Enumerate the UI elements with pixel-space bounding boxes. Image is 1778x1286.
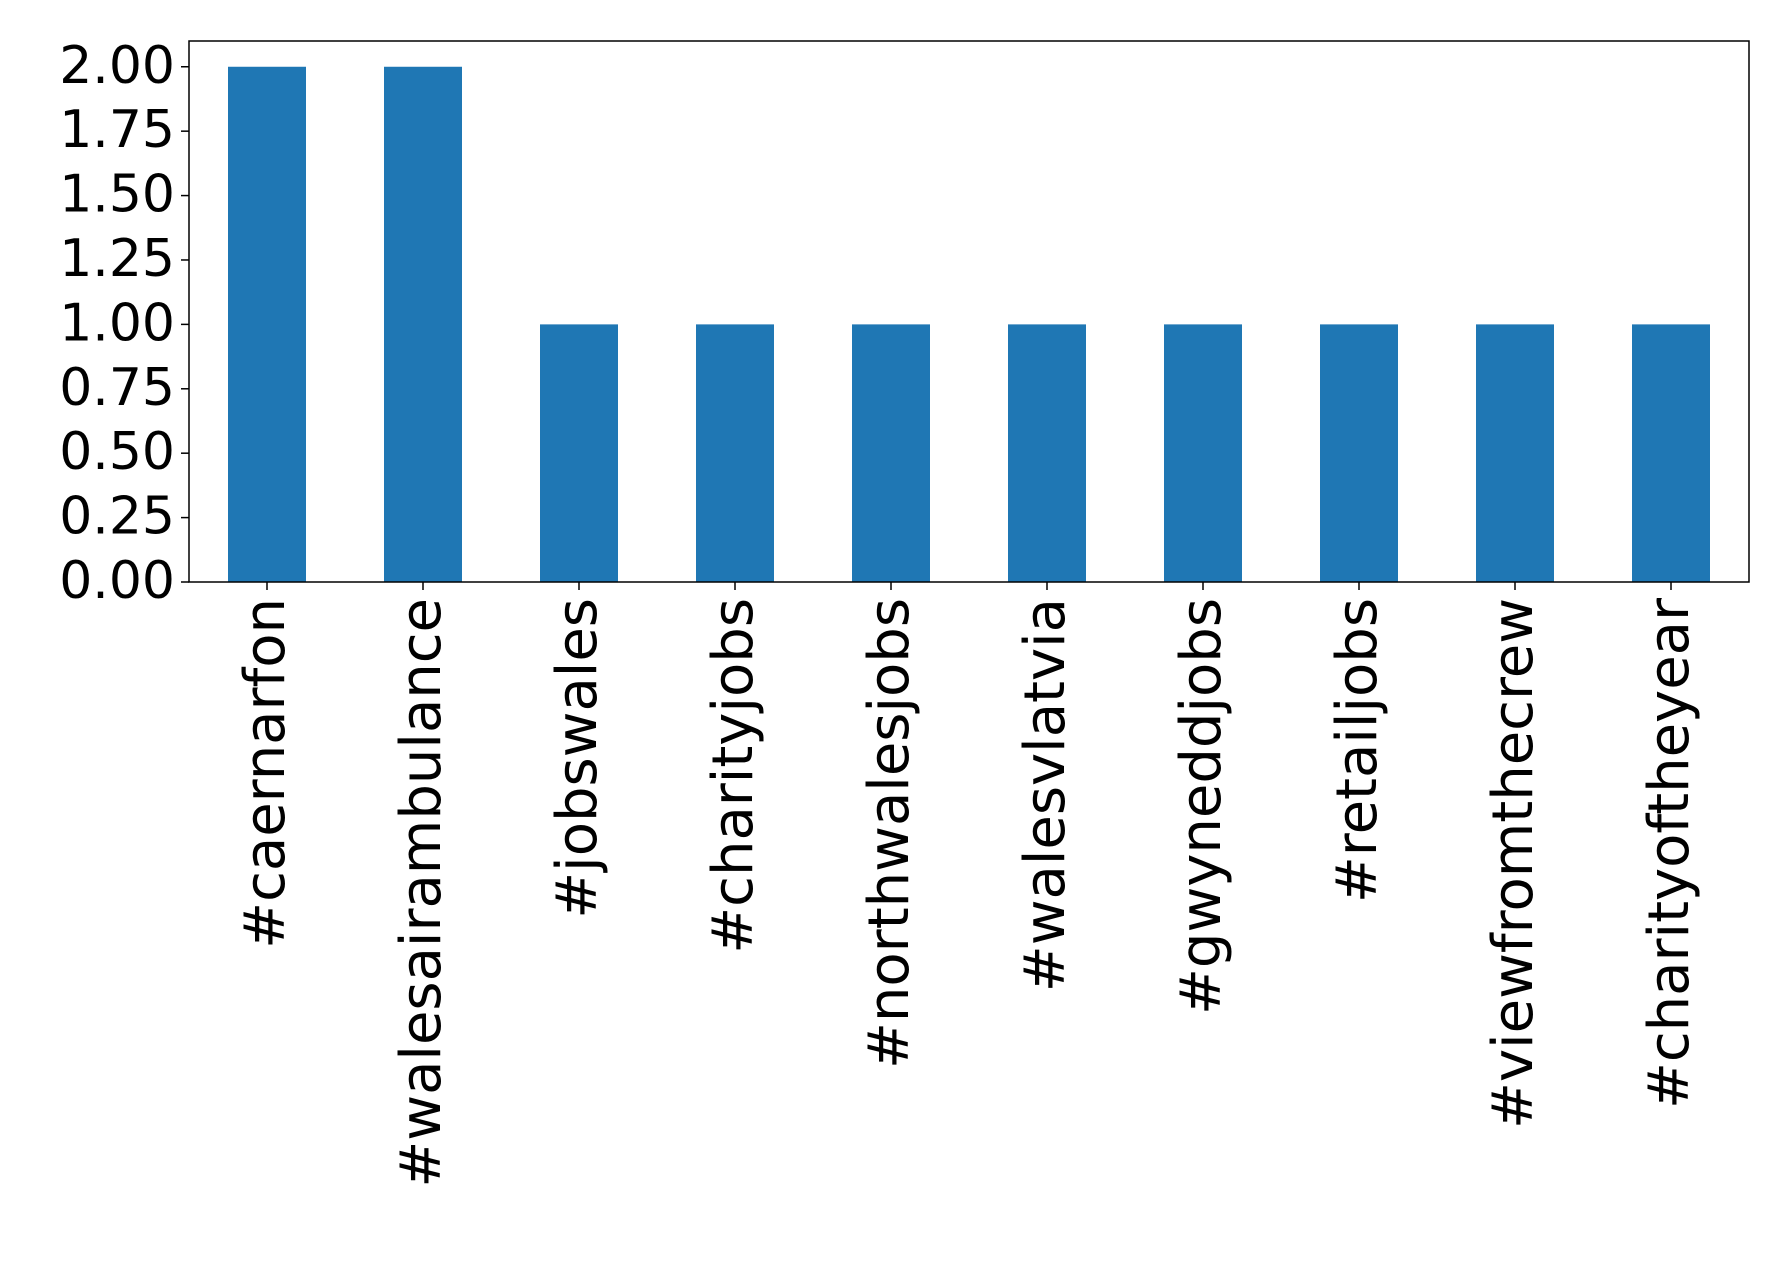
y-tick-label: 0.50 [59, 422, 175, 482]
y-tick-label: 2.00 [59, 36, 175, 96]
y-tick-label: 0.75 [59, 358, 175, 418]
x-tick-label: #retailjobs [1325, 598, 1390, 903]
x-tick-label: #gwyneddjobs [1169, 598, 1234, 1015]
bar [1476, 324, 1554, 582]
bar [1164, 324, 1242, 582]
x-tick-label: #walesvlatvia [1013, 598, 1078, 992]
bar [228, 66, 306, 582]
plot-frame [188, 40, 1750, 583]
x-tick-label: #walesairambulance [389, 598, 454, 1188]
x-tick-label: #jobswales [545, 598, 610, 919]
x-tick-label: #viewfromthecrew [1481, 598, 1546, 1129]
bar [852, 324, 930, 582]
bar [696, 324, 774, 582]
bar [384, 66, 462, 582]
y-tick-label: 0.25 [59, 487, 175, 547]
y-tick-label: 1.75 [59, 100, 175, 160]
y-tick-label: 1.25 [59, 229, 175, 289]
y-tick-label: 0.00 [59, 551, 175, 611]
x-tick-label: #northwalesjobs [857, 598, 922, 1069]
bar [1320, 324, 1398, 582]
bar [540, 324, 618, 582]
x-tick-label: #charityoftheyear [1637, 597, 1702, 1109]
bar [1008, 324, 1086, 582]
y-tick-label: 1.50 [59, 165, 175, 225]
bar [1632, 324, 1710, 582]
x-tick-label: #charityjobs [701, 598, 766, 954]
x-tick-label: #caernarfon [233, 598, 298, 949]
y-tick-label: 1.00 [59, 293, 175, 353]
